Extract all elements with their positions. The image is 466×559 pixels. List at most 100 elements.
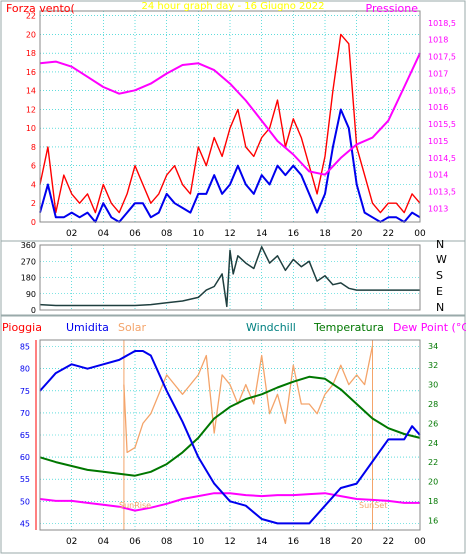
dew-point-line [39, 492, 420, 512]
climate-x-tick: 02 [66, 537, 77, 547]
compass-label-e: E [436, 285, 443, 298]
wind-y-tick: 22 [26, 12, 36, 21]
wind-y-tick: 4 [31, 180, 36, 189]
pressure-y-tick: 1018,5 [428, 19, 456, 28]
climate-panel-ticks: 02 04 06 08 10 12 14 16 18 20 22 00 45 50 55 60 65 70 75 80… [20, 340, 438, 547]
wind-y-tick: 16 [26, 68, 36, 77]
temperature-y-tick: 16 [428, 516, 438, 525]
climate-x-tick: 08 [161, 537, 173, 547]
temperature-y-tick: 28 [428, 400, 438, 409]
wind-y-tick: 0 [31, 218, 36, 227]
pressure-y-tick: 1018 [428, 36, 448, 45]
pressure-y-tick: 1013,5 [428, 188, 456, 197]
temperature-y-tick: 20 [428, 478, 438, 487]
compass-label-n-top: N [436, 238, 444, 251]
compass-label-n-bottom: N [436, 301, 444, 314]
temperature-line [39, 375, 421, 477]
wind-y-tick: 2 [31, 199, 36, 208]
humidity-y-tick: 65 [20, 431, 30, 440]
legend-umidita: Umidita [66, 321, 109, 334]
wind-x-tick: 18 [319, 229, 331, 239]
humidity-y-tick: 50 [20, 497, 30, 506]
direction-y-tick: 0 [31, 306, 36, 315]
direction-y-tick: 270 [21, 257, 36, 266]
sunrise-label: SunRise [119, 501, 151, 510]
legend-temperatura: Temperatura [313, 321, 384, 334]
climate-x-tick: 12 [224, 537, 235, 547]
wind-speed-line [39, 33, 421, 214]
humidity-y-tick: 55 [20, 475, 30, 484]
wind-axis-label: Forza vento( [6, 2, 75, 15]
temperature-y-tick: 18 [428, 497, 438, 506]
humidity-y-tick: 75 [20, 387, 30, 396]
climate-x-tick: 14 [256, 537, 268, 547]
climate-panel-frame [0, 315, 466, 554]
climate-x-tick: 10 [193, 537, 205, 547]
pressure-axis-label: Pressione [366, 2, 419, 15]
humidity-y-tick: 80 [20, 365, 30, 374]
wind-y-tick: 10 [26, 124, 36, 133]
wind-x-tick: 10 [193, 229, 205, 239]
wind-x-tick: 00 [414, 229, 426, 239]
sunset-label: SunSet [359, 501, 387, 510]
legend-dew-point: Dew Point (°C) [393, 321, 466, 334]
pressure-y-tick: 1014,5 [428, 154, 456, 163]
humidity-line [39, 350, 421, 525]
wind-x-tick: 22 [383, 229, 394, 239]
humidity-y-tick: 85 [20, 343, 30, 352]
wind-y-tick: 12 [26, 105, 36, 114]
pressure-y-tick: 1015,5 [428, 120, 456, 129]
wind-x-tick: 04 [98, 229, 110, 239]
direction-y-tick: 180 [21, 274, 36, 283]
wind-x-tick: 06 [129, 229, 141, 239]
wind-x-tick: 20 [351, 229, 363, 239]
wind-x-tick: 02 [66, 229, 77, 239]
wind-y-tick: 14 [26, 87, 36, 96]
direction-panel-frame [0, 240, 466, 316]
wind-direction-line [39, 246, 420, 308]
legend-pioggia: Pioggia [2, 321, 42, 334]
climate-panel-series [39, 340, 421, 530]
climate-x-tick: 04 [98, 537, 110, 547]
wind-panel-ticks: 02 04 06 08 10 12 14 16 18 20 22 000246810121416182… [26, 12, 456, 239]
pressure-y-tick: 1016,5 [428, 86, 456, 95]
temperature-y-tick: 26 [428, 419, 438, 428]
wind-x-tick: 08 [161, 229, 173, 239]
legend-windchill: Windchill [246, 321, 296, 334]
legend-solar: Solar [118, 321, 147, 334]
wind-x-tick: 12 [224, 229, 235, 239]
climate-x-tick: 16 [288, 537, 300, 547]
temperature-y-tick: 34 [428, 342, 438, 351]
solar-line [123, 345, 374, 454]
direction-panel-ticks: 0 90 180 270 360 [21, 241, 36, 315]
wind-y-tick: 18 [26, 49, 36, 58]
direction-y-tick: 90 [26, 290, 36, 299]
temperature-y-tick: 22 [428, 458, 438, 467]
pressure-line [39, 52, 421, 176]
wind-y-tick: 8 [31, 143, 36, 152]
climate-plot-frame [39, 339, 421, 531]
wind-plot-frame [39, 10, 421, 223]
pressure-y-tick: 1016 [428, 103, 448, 112]
pressure-y-tick: 1015 [428, 137, 448, 146]
wind-avg-line [39, 108, 421, 223]
temperature-y-tick: 32 [428, 361, 438, 370]
temperature-y-tick: 30 [428, 381, 438, 390]
humidity-y-tick: 60 [20, 453, 30, 462]
pressure-y-tick: 1013 [428, 204, 448, 213]
wind-y-tick: 20 [26, 30, 36, 39]
direction-plot-frame [39, 244, 421, 311]
wind-panel-series [39, 33, 421, 223]
pressure-y-tick: 1014 [428, 171, 448, 180]
climate-x-tick: 18 [319, 537, 331, 547]
climate-x-tick: 20 [351, 537, 363, 547]
pressure-y-tick: 1017,5 [428, 53, 456, 62]
direction-panel-series [39, 246, 420, 308]
wind-y-tick: 6 [31, 162, 36, 171]
humidity-y-tick: 70 [20, 409, 30, 418]
wind-x-tick: 14 [256, 229, 268, 239]
temperature-y-tick: 24 [428, 439, 438, 448]
compass-label-w: W [436, 253, 447, 266]
